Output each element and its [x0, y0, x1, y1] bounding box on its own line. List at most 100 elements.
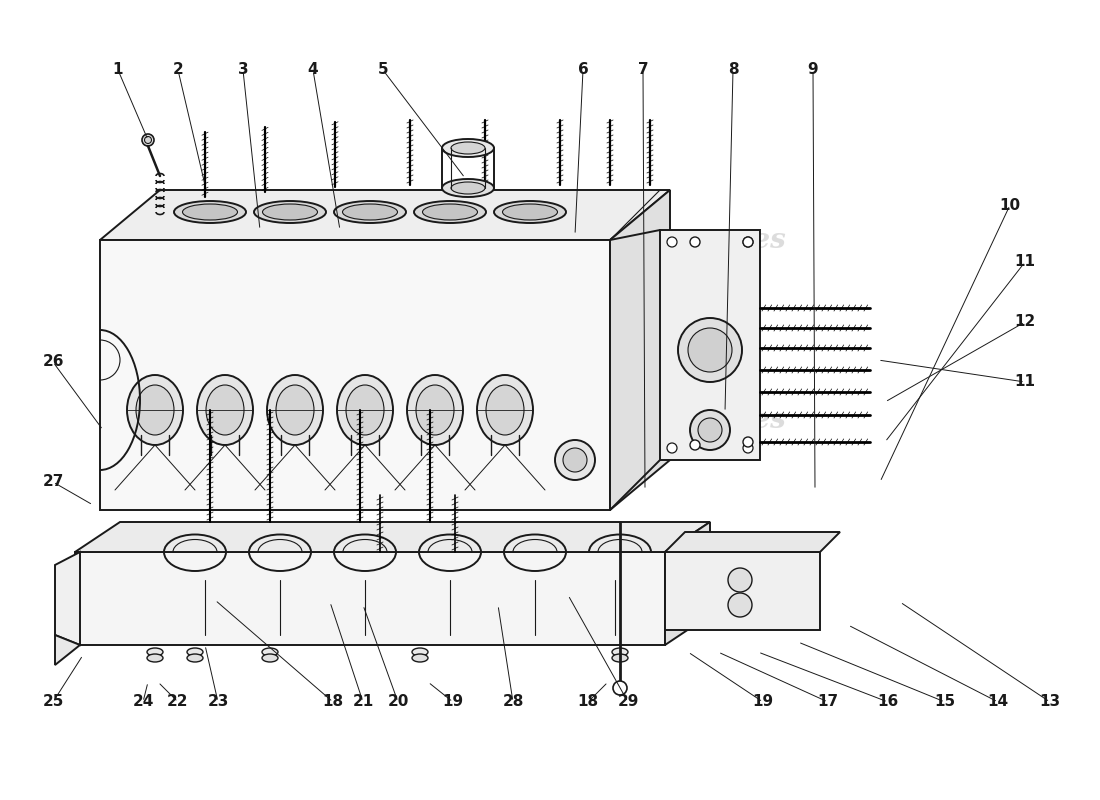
Circle shape: [678, 318, 743, 382]
Circle shape: [613, 681, 627, 695]
Ellipse shape: [612, 648, 628, 656]
Ellipse shape: [267, 375, 323, 445]
Circle shape: [742, 437, 754, 447]
Text: 8: 8: [728, 62, 738, 78]
Circle shape: [690, 237, 700, 247]
Ellipse shape: [147, 654, 163, 662]
Ellipse shape: [126, 375, 183, 445]
Circle shape: [667, 443, 676, 453]
Ellipse shape: [147, 648, 163, 656]
Circle shape: [742, 237, 754, 247]
Text: 1: 1: [112, 62, 123, 78]
Text: 9: 9: [807, 62, 818, 78]
Polygon shape: [75, 522, 710, 552]
Circle shape: [563, 448, 587, 472]
Ellipse shape: [442, 179, 494, 197]
Circle shape: [742, 237, 754, 247]
Ellipse shape: [254, 201, 326, 223]
Ellipse shape: [451, 182, 485, 194]
Ellipse shape: [494, 201, 566, 223]
Text: 5: 5: [377, 62, 388, 78]
Ellipse shape: [451, 142, 485, 154]
Ellipse shape: [187, 648, 204, 656]
Text: 6: 6: [578, 62, 588, 78]
Text: eurospares: eurospares: [614, 226, 785, 254]
Ellipse shape: [442, 139, 494, 157]
Ellipse shape: [412, 648, 428, 656]
Polygon shape: [666, 532, 840, 552]
Text: 26: 26: [42, 354, 64, 370]
Circle shape: [690, 440, 700, 450]
Ellipse shape: [262, 648, 278, 656]
Text: 18: 18: [578, 694, 598, 710]
Text: 24: 24: [132, 694, 154, 710]
Text: 10: 10: [1000, 198, 1021, 213]
Ellipse shape: [612, 654, 628, 662]
Text: 4: 4: [308, 62, 318, 78]
Ellipse shape: [136, 385, 174, 435]
Text: 14: 14: [988, 694, 1009, 710]
Polygon shape: [75, 552, 666, 645]
Ellipse shape: [334, 201, 406, 223]
Text: 16: 16: [878, 694, 899, 710]
Text: 27: 27: [42, 474, 64, 490]
Circle shape: [728, 593, 752, 617]
Polygon shape: [610, 190, 670, 510]
Ellipse shape: [276, 385, 314, 435]
Text: 17: 17: [817, 694, 838, 710]
Ellipse shape: [342, 204, 397, 220]
Circle shape: [144, 137, 152, 143]
Circle shape: [728, 568, 752, 592]
Ellipse shape: [477, 375, 534, 445]
Ellipse shape: [174, 201, 246, 223]
Text: 25: 25: [42, 694, 64, 710]
Ellipse shape: [337, 375, 393, 445]
Text: 11: 11: [1014, 374, 1035, 390]
Polygon shape: [100, 190, 670, 240]
Polygon shape: [660, 230, 760, 460]
Circle shape: [142, 134, 154, 146]
Ellipse shape: [486, 385, 524, 435]
Ellipse shape: [263, 204, 318, 220]
Ellipse shape: [187, 654, 204, 662]
Polygon shape: [666, 522, 710, 645]
Text: 23: 23: [207, 694, 229, 710]
Text: 22: 22: [167, 694, 189, 710]
Text: eurospares: eurospares: [154, 406, 326, 434]
Text: 21: 21: [352, 694, 374, 710]
Ellipse shape: [412, 654, 428, 662]
Text: 12: 12: [1014, 314, 1035, 330]
Text: 28: 28: [503, 694, 524, 710]
Circle shape: [556, 440, 595, 480]
Text: eurospares: eurospares: [614, 406, 785, 434]
Circle shape: [742, 443, 754, 453]
Text: 2: 2: [173, 62, 184, 78]
Text: 18: 18: [322, 694, 343, 710]
Ellipse shape: [414, 201, 486, 223]
Circle shape: [667, 237, 676, 247]
Text: eurospares: eurospares: [154, 226, 326, 254]
Text: 19: 19: [442, 694, 463, 710]
Text: 20: 20: [387, 694, 409, 710]
Text: 29: 29: [617, 694, 639, 710]
Polygon shape: [55, 635, 80, 665]
Ellipse shape: [346, 385, 384, 435]
Ellipse shape: [416, 385, 454, 435]
Circle shape: [688, 328, 732, 372]
Text: 13: 13: [1040, 694, 1060, 710]
Text: 19: 19: [752, 694, 773, 710]
Polygon shape: [100, 240, 611, 510]
Ellipse shape: [183, 204, 238, 220]
Text: 3: 3: [238, 62, 249, 78]
Ellipse shape: [206, 385, 244, 435]
Circle shape: [698, 418, 722, 442]
Circle shape: [690, 410, 730, 450]
Text: 15: 15: [934, 694, 956, 710]
Ellipse shape: [407, 375, 463, 445]
Ellipse shape: [262, 654, 278, 662]
Ellipse shape: [197, 375, 253, 445]
Ellipse shape: [422, 204, 477, 220]
Text: 11: 11: [1014, 254, 1035, 270]
Ellipse shape: [503, 204, 558, 220]
Text: 7: 7: [638, 62, 648, 78]
